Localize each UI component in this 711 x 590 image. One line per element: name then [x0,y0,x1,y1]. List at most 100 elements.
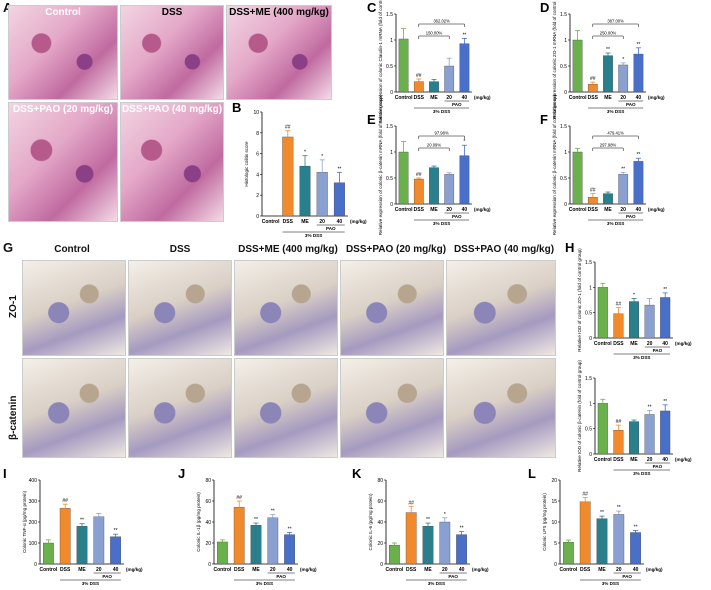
ihc-image-zo1-dss [128,260,232,356]
bar [660,410,671,455]
dss-label: 3% DSS [433,221,450,226]
bar [250,525,262,565]
y-tick-label: 1 [564,38,567,44]
x-tick-label: 40 [462,207,468,213]
y-tick-label: 40 [205,520,211,526]
panel-letter: C [367,0,377,15]
panel-letter: L [528,466,536,481]
bar [633,53,644,93]
comparison-percent: 150.00% [426,31,443,36]
x-tick-label: 40 [636,95,642,101]
x-tick-label: 20 [620,207,626,213]
bar [618,64,629,93]
significance-label: ## [590,76,596,82]
unit-label: (mg/kg) [126,567,143,572]
y-tick-label: 0 [554,562,557,568]
y-axis-label: Colonic IL-1β (pg/mg protein) [196,492,201,552]
bar [587,197,598,205]
y-tick-label: 0 [208,562,211,568]
ihc-column-header: DSS+ME (400 mg/kg) [238,244,338,255]
x-tick-label: Control [594,341,612,347]
unit-label: (mg/kg) [300,567,317,572]
y-tick-label: 1 [390,38,393,44]
significance-label: * [622,57,624,63]
bar [603,55,613,93]
unit-label: (mg/kg) [646,567,663,572]
bar [660,297,671,339]
y-tick-label: 1 [589,401,592,407]
ihc-image-catenin-pao20 [340,358,444,458]
bar [459,155,470,205]
bar [389,544,400,565]
significance-label: ** [600,510,604,516]
y-tick-label: 20 [205,541,211,547]
dss-label: 3% DSS [607,221,624,226]
bar [629,301,639,339]
dss-label: 3% DSS [433,109,450,114]
x-tick-label: Control [560,567,578,573]
dss-label: 3% DSS [607,109,624,114]
bar [413,178,424,205]
significance-label: ## [590,188,596,194]
significance-label: ## [285,125,291,131]
y-tick-label: 8 [256,131,259,137]
bar [459,43,470,93]
dss-label: 3% DSS [633,355,650,360]
image-title: DSS+PAO (40 mg/kg) [121,104,223,115]
bar [398,151,409,205]
bar [597,403,608,455]
y-tick-label: 100 [29,541,38,547]
ihc-image-catenin-dss [128,358,232,458]
bar [217,541,228,565]
dss-label: 3% DSS [305,233,322,238]
x-tick-label: DSS [580,567,591,573]
y-tick-label: 0 [390,90,393,96]
bar [316,172,328,217]
y-tick-label: 60 [377,499,383,505]
panel-letter-a: A [3,0,12,15]
significance-label: ** [663,399,667,405]
x-tick-label: ME [424,567,432,573]
dss-label: 3% DSS [256,581,273,586]
y-tick-label: 300 [29,499,38,505]
x-tick-label: DSS [234,567,245,573]
x-tick-label: 20 [620,95,626,101]
unit-label: (mg/kg) [474,207,491,212]
y-tick-label: 6 [256,152,259,158]
y-tick-label: 0.5 [560,176,567,182]
significance-label: * [304,150,306,156]
x-tick-label: 20 [647,457,653,463]
significance-label: ## [416,172,422,178]
unit-label: (mg/kg) [648,207,665,212]
x-tick-label: 40 [662,457,668,463]
y-tick-label: 200 [29,520,38,526]
y-tick-label: 0.5 [560,64,567,70]
x-tick-label: ME [430,207,438,213]
pao-label: PAO [448,574,458,579]
significance-label: ** [621,166,625,172]
pao-label: PAO [452,102,462,107]
panel-letter: D [540,0,549,15]
bar [587,84,598,93]
y-axis-label: Colonic TNF-α (pg/mg protein) [22,491,27,554]
bar [613,514,625,565]
y-tick-label: 15 [551,499,557,505]
dss-label: 3% DSS [602,581,619,586]
bar [613,313,624,339]
x-tick-label: 40 [462,95,468,101]
bar [644,414,655,455]
bar [444,65,455,93]
y-tick-label: 80 [205,478,211,484]
bar [110,536,121,565]
bar [597,287,608,339]
y-tick-label: 1.5 [560,12,567,18]
x-tick-label: ME [604,95,612,101]
y-tick-label: 20 [377,541,383,547]
bar [644,304,655,339]
bar [233,507,245,565]
bar [429,167,439,205]
y-tick-label: 1.5 [585,376,592,382]
ihc-column-header: DSS+PAO (40 mg/kg) [453,244,555,255]
significance-label: * [321,154,323,160]
x-tick-label: DSS [613,457,624,463]
